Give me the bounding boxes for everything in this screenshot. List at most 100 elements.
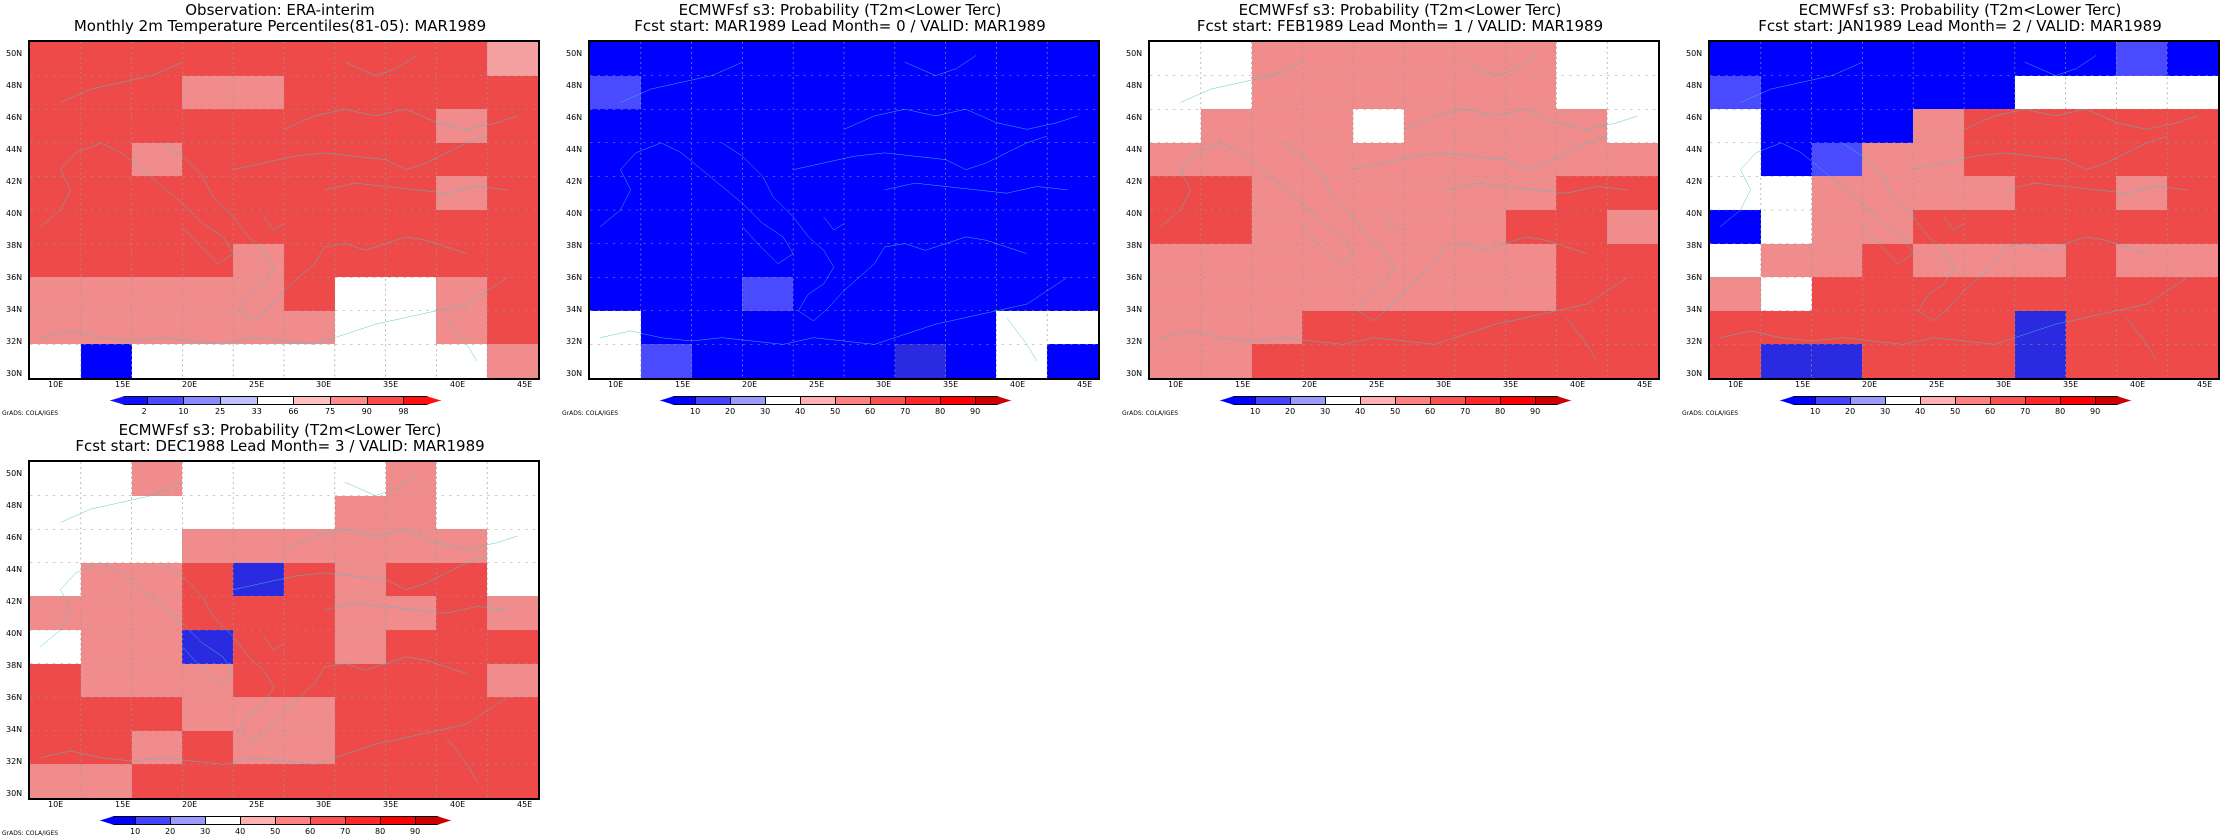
grid-cell — [1505, 176, 1557, 210]
grid-cell — [283, 176, 335, 210]
colorbar-swatch — [240, 816, 276, 825]
coastline — [1740, 62, 1862, 102]
grid-cell — [334, 495, 386, 530]
grid-cell — [334, 697, 386, 731]
grid-cell — [894, 42, 946, 76]
grid-cell — [30, 243, 81, 278]
colorbar-swatch — [275, 816, 311, 825]
grid-cell — [487, 663, 538, 698]
coastline — [299, 657, 467, 697]
grid-cell — [2065, 142, 2117, 177]
grid-cell — [182, 109, 234, 143]
grid-cell — [131, 764, 183, 798]
grid-cell — [1913, 109, 1964, 143]
grid-cell — [1963, 310, 2015, 345]
lon-tick-label: 40E — [450, 380, 466, 389]
grid-cell — [1710, 75, 1761, 110]
grid-cell — [1150, 42, 1201, 76]
coastline — [1913, 136, 2167, 170]
lat-tick-label: 30N — [1126, 369, 1143, 378]
coastline — [264, 217, 284, 230]
grid-cell — [793, 209, 844, 244]
lon-tick-label: 20E — [182, 800, 198, 809]
grid-cell — [1403, 243, 1455, 278]
lon-tick-label: 15E — [675, 380, 691, 389]
lon-tick-label: 10E — [48, 380, 64, 389]
colorbar-swatch — [1850, 396, 1886, 405]
coastline — [1979, 237, 2147, 277]
coastline — [284, 529, 518, 549]
lon-tick-label: 35E — [2063, 380, 2079, 389]
grads-credit: GrADS: COLA/IGES — [1122, 410, 1179, 417]
coastline — [2025, 55, 2096, 75]
grid-cell — [233, 596, 284, 630]
grid-cell — [131, 109, 183, 143]
grid-cell — [1200, 209, 1252, 244]
grid-cell — [2065, 243, 2117, 278]
grid-cell — [1353, 75, 1404, 110]
grid-cell — [1862, 142, 1914, 177]
grid-cell — [436, 562, 488, 597]
colorbar-swatch — [1920, 396, 1956, 405]
lon-tick-label: 45E — [2197, 380, 2213, 389]
grid-cell — [131, 243, 183, 278]
grid-cell — [1862, 176, 1914, 210]
grid-cell — [590, 310, 641, 345]
grid-cell — [283, 344, 335, 378]
colorbar-swatch — [205, 816, 241, 825]
grid-cell — [793, 243, 844, 278]
grid-cell — [436, 75, 488, 110]
colorbar-tick-label: 40 — [1355, 407, 1366, 416]
grid-cell — [80, 209, 132, 244]
grid-cell — [283, 697, 335, 731]
grid-cell — [334, 562, 386, 597]
grid-cell — [1047, 209, 1098, 244]
grid-cell — [1150, 310, 1201, 345]
colorbar-swatch — [256, 396, 295, 405]
grid-cell — [590, 42, 641, 76]
grid-cell — [1913, 209, 1964, 244]
lon-tick-label: 40E — [450, 800, 466, 809]
grid-cell — [182, 75, 234, 110]
coastline — [325, 603, 508, 613]
grid-cell — [1454, 310, 1506, 345]
grid-cell — [1811, 109, 1863, 143]
grid-cell — [436, 209, 488, 244]
grid-cell — [1150, 209, 1201, 244]
lat-tick-label: 30N — [566, 369, 583, 378]
lat-tick-label: 38N — [1126, 241, 1143, 250]
grid-cell — [30, 42, 81, 76]
lat-tick-label: 42N — [6, 177, 23, 186]
grid-cell — [1505, 277, 1557, 311]
grid-cell — [1607, 277, 1658, 311]
grid-cell — [1200, 109, 1252, 143]
grid-cell — [1353, 344, 1404, 378]
grid-cell — [1047, 75, 1098, 110]
grid-cell — [843, 142, 895, 177]
grid-cell — [1607, 109, 1658, 143]
panel-lead2: ECMWFsf s3: Probability (T2m<Lower Terc)… — [1680, 0, 2240, 420]
lat-tick-label: 32N — [1126, 337, 1143, 346]
lat-tick-label: 36N — [6, 693, 23, 702]
colorbar-swatch — [345, 816, 381, 825]
grid-cell — [843, 75, 895, 110]
grid-cell — [1811, 42, 1863, 76]
grid-cell — [334, 344, 386, 378]
lon-tick-label: 45E — [1077, 380, 1093, 389]
grid-cell — [487, 462, 538, 496]
coastline — [1282, 143, 1419, 321]
grid-cell — [1811, 209, 1863, 244]
grid-cell — [1353, 142, 1404, 177]
map-area — [28, 40, 540, 380]
grid-cell — [1556, 209, 1608, 244]
grid-cell — [1047, 142, 1098, 177]
lat-tick-label: 40N — [6, 629, 23, 638]
grid-cell — [233, 344, 284, 378]
lon-tick-label: 40E — [1570, 380, 1586, 389]
grid-cell — [1251, 277, 1303, 311]
grid-cell — [2014, 109, 2066, 143]
colorbar-tick-label: 30 — [1320, 407, 1331, 416]
colorbar-swatch — [660, 396, 696, 405]
grid-cell — [30, 310, 81, 345]
coastline — [1160, 143, 1353, 264]
